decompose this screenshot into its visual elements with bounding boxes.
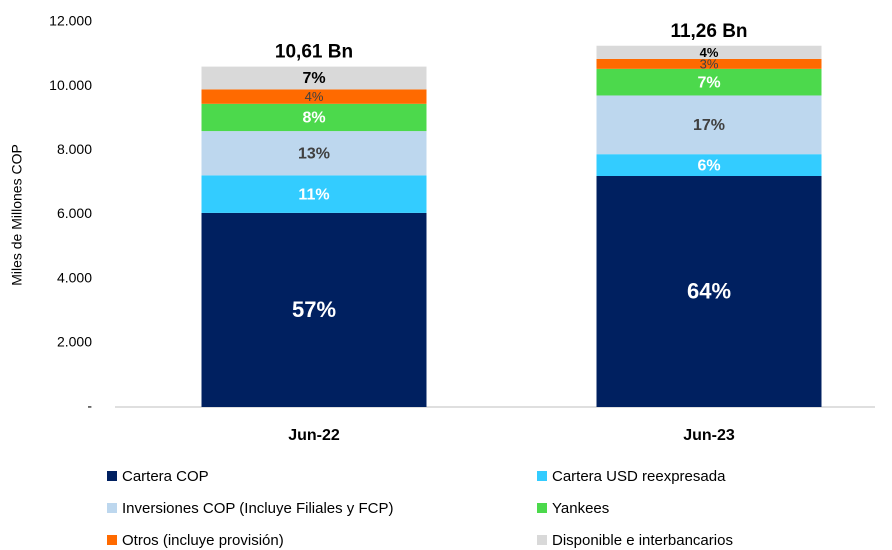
legend-swatch xyxy=(537,535,547,545)
y-tick-label: 8.000 xyxy=(57,141,92,157)
value-label: 7% xyxy=(302,70,325,87)
bar-segment xyxy=(201,212,427,407)
value-label: 7% xyxy=(697,74,720,91)
bar-segment xyxy=(596,95,822,155)
bar-segment xyxy=(201,66,427,90)
value-label: 4% xyxy=(700,45,719,60)
value-label: 11% xyxy=(298,186,329,203)
legend-label: Otros (incluye provisión) xyxy=(122,532,284,549)
value-label: 3% xyxy=(700,56,719,71)
value-label: 17% xyxy=(693,117,725,134)
legend-label: Inversiones COP (Incluye Filiales y FCP) xyxy=(122,500,393,517)
value-label: 4% xyxy=(305,89,324,104)
legend-swatch xyxy=(107,471,117,481)
bar-segment xyxy=(201,175,427,213)
legend-label: Yankees xyxy=(552,500,609,517)
bar-segment xyxy=(596,68,822,96)
value-label: 57% xyxy=(292,297,336,322)
legend-label: Cartera USD reexpresada xyxy=(552,468,726,485)
total-label: 10,61 Bn xyxy=(275,42,353,63)
x-tick-label: Jun-23 xyxy=(683,427,735,444)
legend-swatch xyxy=(537,503,547,513)
legend-swatch xyxy=(537,471,547,481)
total-label: 11,26 Bn xyxy=(670,21,747,42)
value-label: 8% xyxy=(302,110,325,127)
y-axis-label: Miles de Millones COP xyxy=(9,144,25,286)
bar-segment xyxy=(201,131,427,176)
legend-swatch xyxy=(107,503,117,513)
y-tick-label: 6.000 xyxy=(57,205,92,221)
bar-segment xyxy=(201,103,427,132)
bar-segment xyxy=(596,58,822,69)
legend-label: Disponible e interbancarios xyxy=(552,532,733,549)
y-tick-label: 12.000 xyxy=(49,13,92,29)
bar-segment xyxy=(201,89,427,104)
value-label: 64% xyxy=(687,278,731,303)
value-label: 6% xyxy=(697,157,720,174)
bar-segment xyxy=(596,176,822,407)
bar-segment xyxy=(596,45,822,59)
value-label: 13% xyxy=(298,145,330,162)
legend-swatch xyxy=(107,535,117,545)
legend-label: Cartera COP xyxy=(122,468,209,485)
y-tick-label: 2.000 xyxy=(57,334,92,350)
x-tick-label: Jun-22 xyxy=(288,427,340,444)
y-tick-label: 10.000 xyxy=(49,77,92,93)
bar-segment xyxy=(596,154,822,176)
y-tick-label: - xyxy=(87,398,92,414)
y-tick-label: 4.000 xyxy=(57,269,92,285)
